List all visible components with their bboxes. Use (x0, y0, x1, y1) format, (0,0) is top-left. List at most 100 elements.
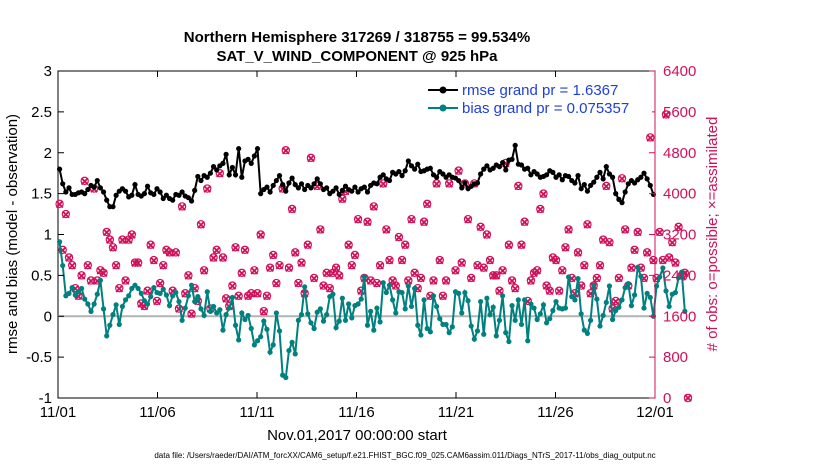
possible-obs-marker (558, 266, 567, 275)
assimilated-obs-marker (209, 254, 218, 262)
bias-point (298, 312, 305, 318)
bias-point (358, 296, 364, 302)
rmse-point (352, 184, 358, 190)
bias-point (390, 297, 396, 303)
assimilated-obs-marker (263, 292, 271, 301)
x-tick-label: 11/06 (139, 404, 175, 421)
bias-point (135, 285, 141, 292)
assimilated-obs-marker (275, 261, 284, 270)
rmse-point (223, 151, 229, 157)
possible-obs-marker (564, 225, 573, 234)
assimilated-obs-marker (68, 261, 76, 270)
possible-obs-marker (269, 250, 278, 260)
y-left-tick-label: -1 (39, 390, 52, 407)
rmse-point (349, 188, 355, 194)
assimilated-obs-marker (379, 180, 388, 188)
assimilated-obs-marker (259, 307, 268, 316)
assimilated-obs-marker (171, 249, 180, 257)
assimilated-obs-marker (611, 297, 620, 306)
y-right-tick-label: 6400 (663, 63, 696, 80)
bias-point (88, 308, 94, 314)
bias-point (644, 290, 650, 296)
rmse-point (100, 189, 107, 195)
assimilated-obs-marker (505, 241, 513, 250)
assimilated-obs-marker (241, 246, 249, 255)
rmse-point (578, 186, 584, 192)
bias-point (374, 305, 380, 311)
rmse-point (550, 169, 556, 175)
possible-obs-marker (99, 268, 108, 278)
bias-point (60, 262, 66, 269)
rmse-point (609, 174, 616, 180)
bias-point (163, 292, 169, 298)
bias-point (531, 305, 537, 311)
bias-point (276, 328, 283, 334)
rmse-point (587, 182, 594, 189)
rmse-point (631, 180, 638, 186)
assimilated-obs-marker (596, 261, 604, 270)
bias-point (468, 323, 474, 329)
y-left-tick-label: 2.5 (31, 104, 52, 121)
rmse-point (616, 196, 622, 202)
assimilated-obs-marker (602, 182, 611, 191)
bias-point (214, 310, 220, 316)
assimilated-obs-marker (156, 279, 164, 288)
assimilated-obs-marker (228, 282, 237, 290)
possible-obs-marker (281, 145, 290, 155)
possible-obs-marker (294, 278, 303, 288)
bias-point (518, 321, 525, 328)
rmse-point (298, 181, 305, 187)
y-left-axis-label: rmse and bias (model - observation) (4, 114, 21, 354)
possible-obs-marker (495, 286, 504, 295)
possible-obs-marker (306, 153, 316, 163)
bias-point (587, 317, 594, 323)
bias-point (534, 316, 540, 323)
rmse-point (91, 184, 97, 190)
bias-point (631, 292, 638, 298)
possible-obs-marker (61, 209, 71, 219)
assimilated-obs-marker (476, 223, 485, 232)
possible-obs-marker (115, 283, 124, 293)
possible-obs-marker (611, 296, 620, 306)
bias-point (500, 293, 506, 299)
bias-point (75, 289, 82, 295)
rmse-point (245, 156, 251, 162)
assimilated-obs-marker (153, 297, 161, 306)
y-right-tick-label: 0 (663, 390, 671, 407)
rmse-point (641, 170, 647, 176)
possible-obs-marker (514, 181, 523, 191)
bias-point (465, 298, 471, 304)
assimilated-obs-marker (316, 226, 325, 234)
assimilated-obs-marker (212, 246, 221, 255)
bias-point (528, 301, 534, 307)
bias-point (336, 318, 342, 324)
assimilated-obs-marker (445, 180, 454, 188)
bias-point (295, 317, 301, 323)
bias-point (220, 327, 226, 333)
assimilated-obs-marker (599, 236, 607, 244)
bias-point (245, 312, 251, 319)
assimilated-obs-marker (55, 200, 64, 209)
y-right-axis-label: # of obs: o=possible; ×=assimilated (704, 117, 721, 352)
rmse-point (214, 167, 220, 173)
bias-point (562, 305, 569, 311)
possible-obs-marker (86, 276, 96, 285)
possible-obs-marker (630, 245, 639, 255)
assimilated-obs-marker (671, 259, 680, 267)
rmse-point (82, 191, 88, 197)
rmse-point (544, 172, 550, 178)
rmse-point (374, 181, 380, 187)
rmse-point (339, 187, 345, 193)
bias-point (122, 297, 129, 303)
bias-point (82, 296, 88, 302)
bias-point (487, 312, 493, 318)
bias-point (459, 310, 465, 316)
bias-point (116, 321, 122, 328)
assimilated-obs-marker (347, 261, 356, 270)
rmse-point (236, 146, 242, 152)
possible-obs-marker (165, 248, 174, 257)
assimilated-obs-marker (178, 203, 186, 211)
rmse-point (254, 146, 261, 152)
rmse-point (66, 185, 72, 191)
possible-obs-marker (199, 266, 209, 275)
